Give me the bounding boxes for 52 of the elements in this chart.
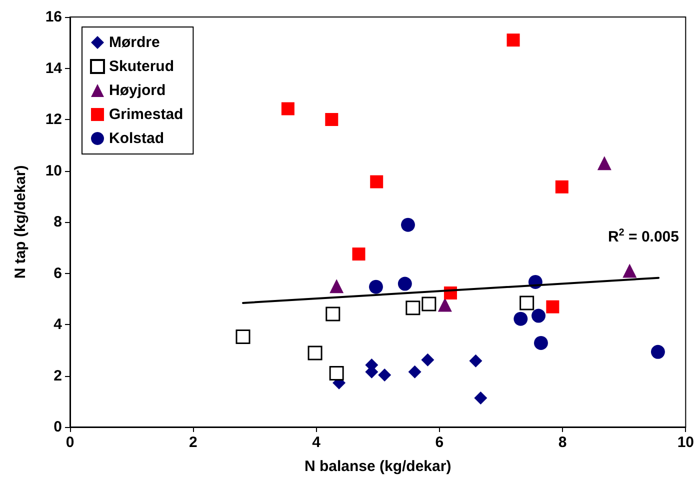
y-tick-label: 4 [54,316,63,333]
y-tick-label: 2 [54,367,62,384]
point [421,353,434,366]
point [438,298,452,312]
point [534,336,548,350]
point [555,180,568,194]
point [236,330,250,344]
point [406,300,420,316]
x-tick-label: 0 [66,434,74,451]
point [422,296,436,312]
y-tick-label: 16 [45,8,62,26]
x-tick-label: 2 [188,434,198,451]
x-tick-label: 10 [677,434,694,451]
point [622,264,637,278]
y-tick-label: 8 [54,214,62,230]
point [329,366,344,380]
legend-label: Grimestad [109,106,184,123]
point [506,34,520,47]
x-tick-label: 4 [312,434,322,451]
y-tick-label: 0 [54,418,62,436]
point [514,312,528,326]
y-tick-label: 6 [54,264,62,282]
x-tick-label: 8 [558,434,567,451]
y-tick-label: 14 [45,60,63,77]
point [370,175,384,188]
point [326,306,340,322]
point [532,308,546,323]
point [401,218,415,232]
point [474,392,488,405]
point [546,300,560,314]
x-axis-title: N balanse (kg/dekar) [304,458,452,475]
legend-label: Høyjord [109,82,166,99]
point [352,248,366,261]
legend-label: Skuterud [109,58,174,75]
y-axis-title: N tap (kg/dekar) [12,165,29,279]
point [368,280,383,294]
point [469,354,482,368]
point [398,276,412,291]
y-tick-label: 12 [45,111,62,128]
x-tick-label: 6 [435,434,444,451]
legend-label: Kolstad [109,130,164,147]
point [650,344,665,359]
point [378,368,392,382]
y-tick-label: 10 [45,162,62,180]
point [408,365,422,378]
point [597,156,612,170]
legend-label: Mørdre [109,34,160,51]
point [281,102,294,116]
point [308,346,322,360]
point [520,296,534,310]
point [325,113,338,126]
point [330,279,344,294]
